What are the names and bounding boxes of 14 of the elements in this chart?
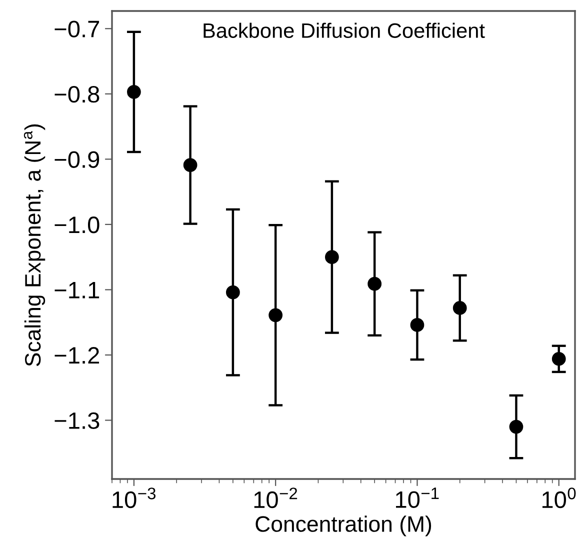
y-tick-label: −1.0 bbox=[54, 216, 100, 234]
x-tick-label: 10$^{0}$ bbox=[542, 488, 576, 508]
x-axis-title: Concentration (M) bbox=[256, 516, 432, 536]
y-tick-label: −1.2 bbox=[54, 347, 100, 364]
y-tick-label: −0.7 bbox=[54, 20, 100, 38]
x-tick-label: 10$^{−3}$ bbox=[112, 488, 156, 508]
y-tick-label: −0.9 bbox=[54, 151, 100, 168]
chart-title: Backbone Diffusion Coefficient bbox=[204, 22, 485, 38]
x-tick-label: 10$^{−2}$ bbox=[254, 488, 298, 508]
x-tick-label: 10$^{−1}$ bbox=[396, 488, 439, 508]
y-axis-title: Scaling Exponent, a (N$^{a}$) bbox=[24, 124, 46, 366]
y-tick-label: −0.8 bbox=[54, 86, 100, 103]
y-tick-label: −1.3 bbox=[54, 412, 100, 430]
y-tick-label: −1.1 bbox=[54, 282, 100, 298]
